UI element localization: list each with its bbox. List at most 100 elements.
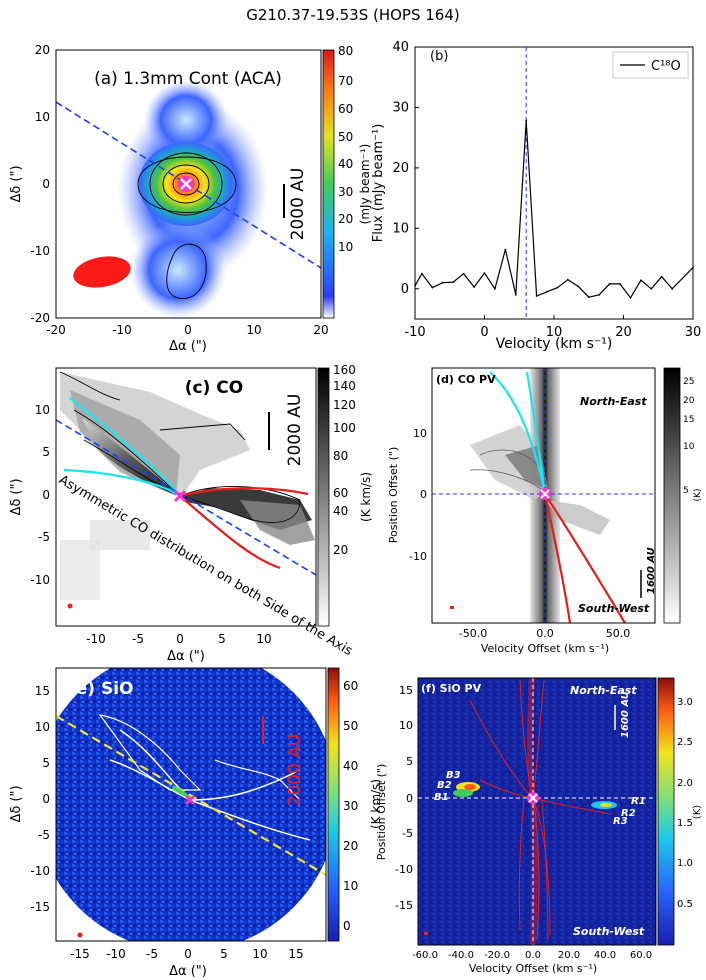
panel-a-yticks: 20 10 0 -10 -20	[30, 43, 50, 325]
tick: 50	[338, 130, 353, 144]
tick: 0	[42, 792, 50, 806]
figure-title: G210.37-19.53S (HOPS 164)	[246, 6, 460, 24]
tick: 10	[399, 719, 413, 732]
tick: -5	[38, 828, 50, 842]
spectrum-point	[650, 287, 653, 290]
tick: -20	[46, 323, 66, 337]
c18o-spectrum-line	[414, 120, 694, 299]
panel-f-cbar-label: (K)	[692, 805, 703, 819]
panel-f-cbar-ticks: 3.0 2.5 2.0 1.5 1.0 0.5	[677, 697, 693, 910]
tick: 20	[313, 323, 328, 337]
knot-r2: R2	[621, 808, 636, 819]
tick: -5	[38, 530, 50, 544]
knot-r3: R3	[613, 816, 628, 827]
c18o-spectrum-points	[414, 119, 694, 299]
tick: 120	[333, 398, 356, 412]
tick: 15	[683, 415, 694, 425]
tick: -10	[409, 550, 427, 563]
panel-f-north-label: North-East	[570, 684, 637, 697]
tick: 10	[343, 879, 358, 893]
tick: 0.5	[677, 899, 693, 910]
tick: 0.0	[525, 950, 541, 961]
tick: 10	[35, 720, 50, 734]
panel-d-scale-text: 1600 AU	[646, 547, 657, 594]
panel-b-ylabel: Flux (mJy beam⁻¹)	[371, 124, 386, 243]
panel-d-cbar-label: (K)	[693, 489, 703, 502]
spectrum-point	[421, 272, 423, 275]
tick: -15	[395, 899, 413, 912]
tick: 70	[338, 74, 353, 88]
x-tick-label: 30	[685, 325, 702, 340]
spectrum-point	[629, 296, 632, 299]
tick: 0	[406, 792, 413, 805]
x-tick-label: 0	[480, 325, 488, 340]
tick: -50.0	[459, 627, 487, 640]
tick: -10	[30, 244, 50, 258]
panel-c: (c) CO 2000 AU Asymmetric CO distributio…	[9, 363, 373, 664]
tick: 15	[35, 684, 50, 698]
tick: 25	[683, 377, 694, 387]
spectrum-point	[640, 279, 642, 282]
spectrum-point	[525, 119, 528, 122]
tick: 80	[338, 44, 353, 58]
tick: 5	[42, 756, 50, 770]
panel-c-cbar-label: (K km/s)	[359, 472, 373, 522]
tick: 15	[399, 684, 413, 697]
panel-f-xlabel: Velocity Offset (km s⁻¹)	[469, 962, 597, 975]
panel-f-xticks: -60.0 -40.0 -20.0 0.0 20.0 40.0 60.0	[412, 950, 652, 961]
spectrum-point	[535, 295, 538, 297]
tick: -15	[70, 947, 90, 961]
tick: 0	[420, 488, 427, 501]
panel-d-colorbar	[663, 367, 681, 624]
tick: 1.5	[677, 818, 693, 829]
panel-a-xlabel: Δα (")	[169, 339, 207, 354]
y-tick-label: 10	[392, 221, 409, 236]
tick: 5	[218, 632, 226, 646]
tick: -15	[30, 900, 50, 914]
panel-b: 40 30 20 10 0 -10 0 10 20 30 (b) C¹⁸O Velocity (…	[371, 40, 701, 352]
panel-d-xlabel: Velocity Offset (km s⁻¹)	[481, 642, 609, 655]
tick: 100	[333, 421, 356, 435]
spectrum-point	[567, 278, 569, 281]
tick: 10	[246, 323, 261, 337]
panel-e-xlabel: Δα (")	[169, 964, 207, 979]
panel-e-cbar-label: (K km/s)	[369, 779, 383, 829]
panel-f-ylabel: Position Offset (")	[375, 764, 388, 861]
tick: 50	[343, 719, 358, 733]
spectrum-point	[473, 286, 475, 288]
panel-b-axes	[414, 46, 694, 320]
tick: 0.0	[536, 627, 554, 640]
panel-b-yticks: 40 30 20 10 0	[392, 40, 419, 297]
spectrum-point	[619, 283, 621, 285]
tick: -40.0	[448, 950, 474, 961]
panel-a-xticks: -20 -10 0 10 20	[46, 323, 328, 337]
tick: -10	[86, 632, 106, 646]
y-tick-label: 0	[401, 282, 409, 297]
panel-e-ylabel: Δδ (")	[9, 785, 24, 822]
spectrum-point	[692, 266, 694, 269]
panel-c-ylabel: Δδ (")	[9, 478, 24, 515]
tick: -5	[146, 947, 158, 961]
x-tick-label: -10	[404, 325, 425, 340]
tick: 5	[42, 445, 50, 459]
tick: 0	[184, 323, 192, 337]
tick: 80	[333, 449, 348, 463]
panel-a-ylabel: Δδ (")	[9, 165, 24, 202]
tick: 1.0	[677, 858, 693, 869]
panel-c-scale-text: 2000 AU	[285, 394, 305, 467]
spectrum-point	[546, 290, 548, 293]
tick: 40.0	[594, 950, 616, 961]
panel-f-colorbar	[657, 677, 675, 946]
tick: 3.0	[677, 697, 693, 708]
spectrum-point	[504, 248, 507, 251]
spectrum-point	[441, 281, 444, 284]
panel-a-cbar-ticks: 80 70 60 50 40 30 20 10	[338, 44, 353, 254]
panel-f-scale-text: 1600 AU	[620, 691, 631, 738]
panel-b-xticks: -10 0 10 20 30	[404, 315, 701, 340]
protostar-marker	[178, 176, 194, 192]
tick: 60	[333, 486, 348, 500]
panel-a-scale-text: 2000 AU	[288, 168, 308, 241]
protostar-marker	[173, 489, 187, 503]
knot-b2: B2	[437, 780, 452, 791]
tick: -5	[402, 827, 413, 840]
